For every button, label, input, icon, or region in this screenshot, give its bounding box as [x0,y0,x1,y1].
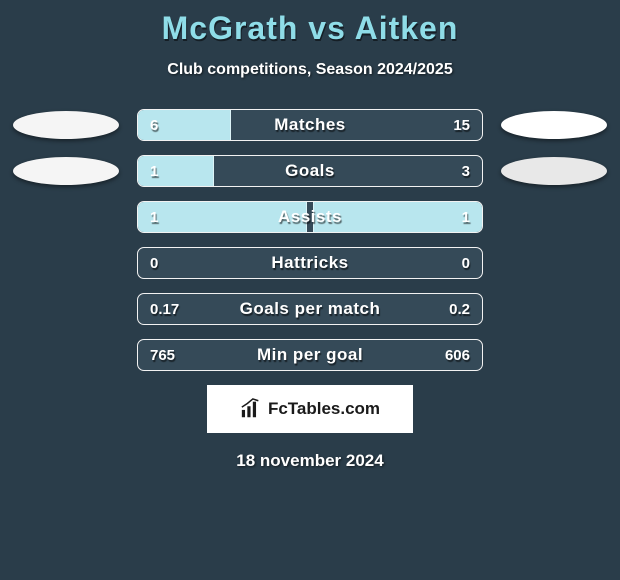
stat-label: Matches [138,110,482,140]
stat-row: 00Hattricks [0,247,620,279]
stats-list: 615Matches 13Goals 11Assists 00Hattricks 0.1… [0,109,620,371]
stat-row: 765606Min per goal [0,339,620,371]
player-badge-left [13,111,119,139]
snapshot-date: 18 november 2024 [0,451,620,471]
stat-label: Min per goal [138,340,482,370]
stat-row: 0.170.2Goals per match [0,293,620,325]
player-badge-left [13,157,119,185]
stat-bar: 0.170.2Goals per match [137,293,483,325]
season-subtitle: Club competitions, Season 2024/2025 [0,61,620,79]
brand-banner[interactable]: FcTables.com [207,385,413,433]
stat-bar: 00Hattricks [137,247,483,279]
stat-bar: 11Assists [137,201,483,233]
page-title: McGrath vs Aitken [0,10,620,47]
comparison-card: McGrath vs Aitken Club competitions, Sea… [0,0,620,471]
stat-bar: 13Goals [137,155,483,187]
stat-label: Goals per match [138,294,482,324]
stat-label: Goals [138,156,482,186]
stat-row: 615Matches [0,109,620,141]
stat-row: 11Assists [0,201,620,233]
stat-bar: 765606Min per goal [137,339,483,371]
player-badge-right [501,111,607,139]
stat-row: 13Goals [0,155,620,187]
stat-bar: 615Matches [137,109,483,141]
brand-label: FcTables.com [268,399,380,419]
player-badge-right [501,157,607,185]
chart-icon [240,398,262,420]
stat-label: Assists [138,202,482,232]
stat-label: Hattricks [138,248,482,278]
